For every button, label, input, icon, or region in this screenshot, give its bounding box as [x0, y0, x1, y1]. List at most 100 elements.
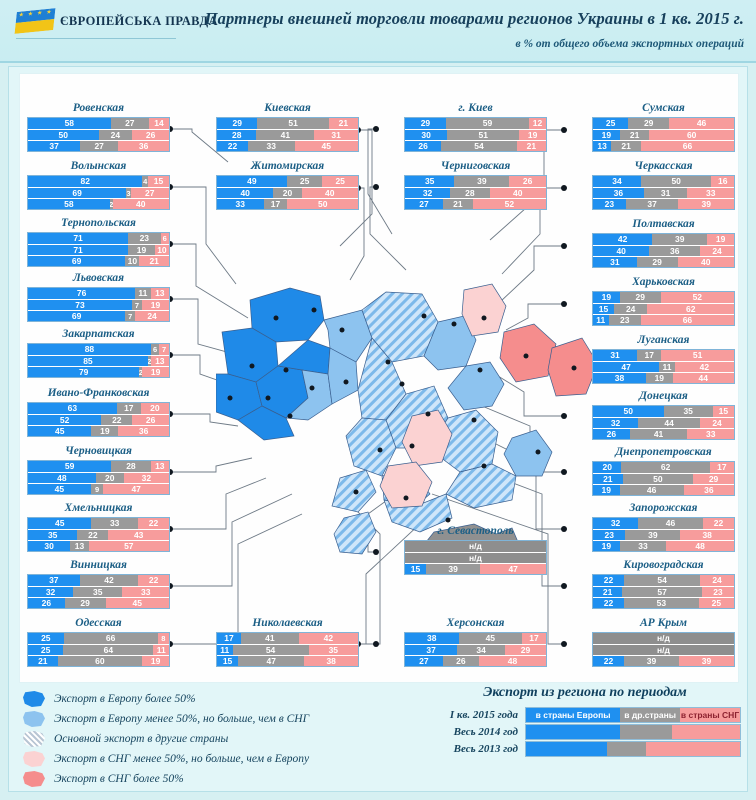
bar-segment-cis: 66 [640, 141, 734, 151]
region-card[interactable]: Харьковская 19 29 52 15 24 62 11 23 66 [592, 276, 735, 326]
stacked-bar: 21 60 19 [28, 655, 169, 666]
period-sample-bar: в страны Европы в др.страны в страны СНГ [525, 707, 741, 723]
bar-segment-europe: 38 [405, 633, 459, 644]
region-bar-group: 45 33 22 35 22 43 30 13 57 [27, 517, 170, 552]
bar-segment-other: 29 [628, 118, 670, 129]
region-card[interactable]: Тернопольская 71 23 6 71 19 10 69 10 21 [27, 217, 170, 267]
region-card[interactable]: Волынская824156932758240 [27, 160, 170, 210]
bar-segment-other: 47 [238, 656, 305, 666]
region-bar-group: 50 35 15 32 44 24 26 41 33 [592, 405, 735, 440]
bar-segment-cis: 19 [142, 656, 169, 666]
region-card[interactable]: Кировоградская 22 54 24 21 57 23 22 53 25 [592, 559, 735, 609]
bar-segment-europe: 19 [593, 541, 620, 551]
region-bar-group: н/д н/д 15 39 47 [404, 540, 547, 575]
bar-segment-other: 2 [109, 199, 113, 209]
region-card[interactable]: Днепропетровская 20 62 17 21 50 29 19 46 36 [592, 446, 735, 496]
bar-segment-other: 36 [649, 246, 701, 256]
bar-segment-other: 22 [101, 415, 133, 425]
region-card[interactable]: Черкасская 34 50 16 36 31 33 23 37 39 [592, 160, 735, 210]
bar-segment-europe: 29 [405, 118, 446, 129]
stacked-bar: 50 35 15 [593, 406, 734, 417]
stacked-bar: 40 20 40 [217, 187, 358, 198]
region-bar-group: 37 42 22 32 35 33 26 29 45 [27, 574, 170, 609]
bar-segment-cis: 29 [693, 474, 734, 484]
region-bar-group: 31 17 51 47 11 42 38 19 44 [592, 349, 735, 384]
bar-segment-europe: 23 [593, 530, 626, 540]
region-card[interactable]: Донецкая 50 35 15 32 44 24 26 41 33 [592, 390, 735, 440]
region-card[interactable]: АР Крым н/д н/д 22 39 39 [592, 617, 735, 667]
brand-logo[interactable]: ★ ★ ★ ★ ЄВРОПЕЙСЬКА ПРАВДА [14, 8, 218, 34]
bar-segment-other: 11 [135, 288, 151, 299]
bar-segment-cis: 23 [701, 587, 734, 597]
region-card[interactable]: Сумская 25 29 46 19 21 60 13 21 66 [592, 102, 735, 152]
bar-segment-europe: 26 [28, 598, 65, 608]
bar-segment-other: 29 [64, 598, 106, 608]
region-name: Одесская [75, 617, 122, 629]
region-card[interactable]: Хмельницкая 45 33 22 35 22 43 30 13 57 [27, 502, 170, 552]
bar-segment-europe: 11 [593, 315, 609, 325]
region-card[interactable]: Житомирская 49 25 25 40 20 40 33 17 50 [216, 160, 359, 210]
region-card[interactable]: Черновицкая 59 28 13 48 20 32 45 9 47 [27, 445, 170, 495]
bar-segment-other: 17 [116, 403, 141, 414]
stacked-bar: 22 53 25 [593, 597, 734, 608]
bar-segment-other: 2 [147, 356, 151, 366]
bar-segment-other: 13 [70, 541, 89, 551]
region-card[interactable]: Херсонская 38 45 17 37 34 29 27 26 48 [404, 617, 547, 667]
region-card[interactable]: Черниговская 35 39 26 32 28 40 27 21 52 [404, 160, 547, 210]
region-card[interactable]: Запорожская 32 46 22 23 39 38 19 33 48 [592, 502, 735, 552]
region-card[interactable]: Одесская 25 66 8 25 64 11 21 60 19 [27, 617, 170, 667]
stacked-bar: 37 27 36 [28, 140, 169, 151]
bar-segment-cis: 24 [700, 575, 734, 586]
region-card[interactable]: г. Киев 29 59 12 30 51 19 26 54 21 [404, 102, 547, 152]
bar-segment-cis: 42 [674, 362, 734, 372]
stacked-bar: 22 54 24 [593, 575, 734, 586]
stacked-bar: 19 29 52 [593, 292, 734, 303]
bar-segment-cis: 12 [529, 118, 546, 129]
legend-item: Экспорт в СНГ более 50% [23, 769, 413, 789]
bar-segment-europe: 30 [405, 130, 448, 140]
bar-segment-cis: 47 [480, 564, 546, 574]
stacked-bar: 30 13 57 [28, 540, 169, 551]
period-key-row: Весь 2013 год [429, 741, 741, 757]
region-bar-group: 17 41 42 11 54 35 15 47 38 [216, 632, 359, 667]
region-card[interactable]: Киевская 29 51 21 28 41 31 22 33 45 [216, 102, 359, 152]
bar-segment-other: 39 [625, 530, 681, 540]
region-card[interactable]: Львовская 76 11 13 73 7 19 69 7 24 [27, 272, 170, 322]
region-card[interactable]: Ровенская 58 27 14 50 24 26 37 27 36 [27, 102, 170, 152]
legend-swatch-icon [23, 731, 45, 747]
legend-item: Основной экспорт в другие страны [23, 729, 413, 749]
stacked-bar: 29 59 12 [405, 118, 546, 129]
region-name: Сумская [642, 102, 685, 114]
region-card[interactable]: Полтавская 42 39 19 40 36 24 31 29 40 [592, 218, 735, 268]
bar-segment-other: 45 [458, 633, 523, 644]
bar-segment-cis: 11 [153, 645, 169, 655]
stacked-bar: 50 24 26 [28, 129, 169, 140]
region-bar-group: 22 54 24 21 57 23 22 53 25 [592, 574, 735, 609]
bar-segment-other: 7 [131, 300, 142, 310]
region-bar-group: 38 45 17 37 34 29 27 26 48 [404, 632, 547, 667]
bar-segment-europe: 21 [593, 587, 623, 597]
bar-segment-other: 33 [91, 518, 138, 529]
bar-segment-europe: 29 [217, 118, 258, 129]
ukraine-eu-flag-icon: ★ ★ ★ ★ [14, 8, 56, 34]
period-sample-segment: в страны СНГ [680, 708, 740, 722]
region-card[interactable]: Луганская 31 17 51 47 11 42 38 19 44 [592, 334, 735, 384]
region-bar-group: 35 39 26 32 28 40 27 21 52 [404, 175, 547, 210]
bar-segment-europe: 35 [405, 176, 455, 187]
region-card[interactable]: г. Севастополь н/д н/д 15 39 47 [404, 525, 547, 575]
bar-segment-europe: 45 [28, 518, 92, 529]
region-card[interactable]: Винницкая 37 42 22 32 35 33 26 29 45 [27, 559, 170, 609]
bar-segment-other: 23 [608, 315, 641, 325]
page-subtitle: в % от общего объема экспортных операций [515, 38, 744, 50]
region-card[interactable]: Ивано-Франковская 63 17 20 52 22 26 45 19 36 [27, 387, 170, 437]
stacked-bar: 11 23 66 [593, 314, 734, 325]
stacked-bar: 38 45 17 [405, 633, 546, 644]
period-sample-segment: в страны Европы [526, 708, 621, 722]
bar-segment-cis: 50 [287, 199, 358, 209]
bar-segment-other: 39 [454, 176, 510, 187]
region-card[interactable]: Закарпатская88678521379219 [27, 328, 170, 378]
stacked-bar: 23 37 39 [593, 198, 734, 209]
region-card[interactable]: Николаевская 17 41 42 11 54 35 15 47 38 [216, 617, 359, 667]
bar-segment-europe: 27 [405, 199, 444, 209]
bar-segment-other: 33 [619, 541, 667, 551]
